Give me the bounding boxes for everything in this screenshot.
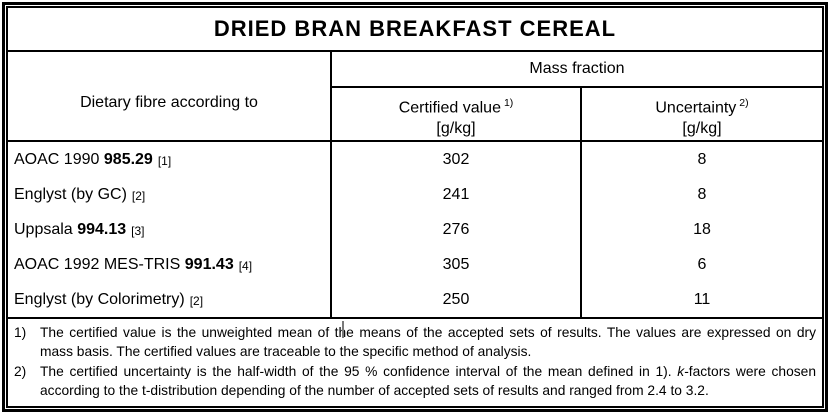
row-header-cell: Dietary fibre according to: [80, 94, 258, 111]
uncertainty-header-label: Uncertainty 2): [655, 96, 749, 117]
certified-value-cell: 302: [330, 142, 580, 177]
citation-ref: [2]: [131, 188, 146, 203]
footnote-2: 2) The certified uncertainty is the half…: [14, 362, 818, 400]
uncertainty-cell: 8: [580, 142, 822, 177]
footnote-1-marker: 1): [14, 325, 27, 340]
uncertainty-cell: 18: [580, 212, 822, 247]
table-body: AOAC 1990 985.29 [1] 302 8 Englyst (by GC)…: [8, 142, 822, 319]
footnotes-section: 1) The certified value is the unweighted…: [8, 319, 822, 400]
table-row-method: Englyst (by Colorimetry) [2]: [14, 290, 204, 308]
uncertainty-cell: 6: [580, 247, 822, 282]
table-row-method: Uppsala 994.13 [3]: [14, 220, 145, 238]
certified-value-header-unit: [g/kg]: [436, 120, 476, 138]
text-cursor: [342, 321, 344, 338]
group-header-cell: Mass fraction: [330, 52, 822, 88]
certified-value-header-label: Certified value 1): [398, 96, 514, 117]
footnote-2-text: The certified uncertainty is the half-wi…: [40, 364, 816, 398]
footnote-ref-2-superscript: 2): [739, 96, 749, 109]
citation-ref: [1]: [157, 153, 172, 168]
method-number: 985.29: [103, 150, 153, 168]
certified-value-cell: 305: [330, 247, 580, 282]
italic-k: k: [677, 364, 685, 379]
footnote-1: 1) The certified value is the unweighted…: [14, 323, 818, 361]
table-row-method: AOAC 1990 985.29 [1]: [14, 150, 172, 168]
certified-value-header-cell: Certified value 1) [g/kg]: [330, 88, 580, 140]
citation-ref: [4]: [238, 258, 253, 273]
footnote-2-marker: 2): [14, 364, 27, 379]
citation-ref: [2]: [189, 293, 204, 308]
table-row-method: AOAC 1992 MES-TRIS 991.43 [4]: [14, 255, 253, 273]
citation-ref: [3]: [131, 223, 145, 238]
uncertainty-cell: 8: [580, 177, 822, 212]
method-number: 994.13: [77, 220, 127, 238]
certified-value-cell: 276: [330, 212, 580, 247]
footnote-ref-1-superscript: 1): [503, 96, 514, 109]
page-title: DRIED BRAN BREAKFAST CEREAL: [8, 8, 822, 52]
footnote-1-text: The certified value is the unweighted me…: [40, 325, 816, 359]
table-header: Dietary fibre according to Mass fraction…: [8, 52, 822, 142]
uncertainty-header-unit: [g/kg]: [682, 120, 722, 138]
certified-value-cell: 241: [330, 177, 580, 212]
table-row-method: Englyst (by GC) [2]: [14, 185, 146, 203]
method-number: 991.43: [184, 255, 234, 273]
certified-value-cell: 250: [330, 282, 580, 317]
uncertainty-cell: 11: [580, 282, 822, 317]
table-inner-border: DRIED BRAN BREAKFAST CEREAL Dietary fibr…: [6, 6, 824, 408]
uncertainty-header-cell: Uncertainty 2) [g/kg]: [580, 88, 822, 140]
